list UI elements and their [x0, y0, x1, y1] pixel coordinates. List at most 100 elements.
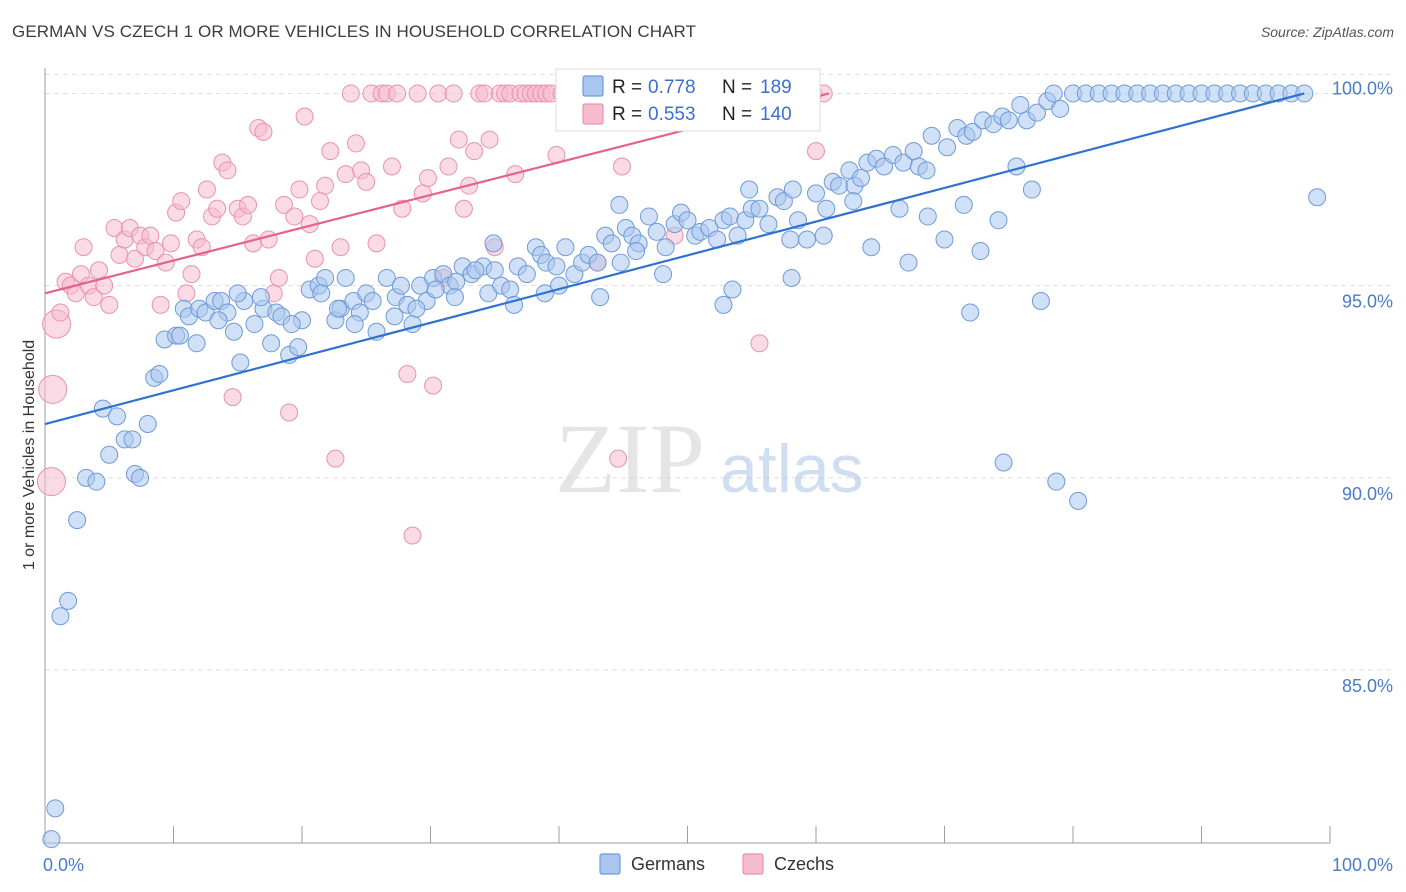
germans-point	[391, 276, 410, 295]
czechs-point	[151, 295, 170, 314]
czechs-point	[367, 234, 386, 253]
legend-top: R = 0.778 N = 189 R = 0.553 N = 140	[555, 68, 821, 132]
y-tick-labels: 85.0% 90.0% 95.0% 100.0%	[1332, 78, 1393, 696]
czechs-point	[208, 199, 227, 218]
germans-point	[904, 142, 923, 161]
germans-point	[611, 253, 630, 272]
germans-point	[654, 265, 673, 284]
germans-point	[123, 430, 142, 449]
czechs-point	[254, 122, 273, 141]
germans-point	[783, 180, 802, 199]
czechs-point	[172, 192, 191, 211]
czechs-point	[331, 238, 350, 257]
czechs-point	[182, 265, 201, 284]
germans-point	[426, 280, 445, 299]
germans-point	[656, 238, 675, 257]
germans-point	[231, 353, 250, 372]
germans-point	[87, 472, 106, 491]
y-axis-title: 1 or more Vehicles in Household	[21, 340, 38, 570]
germans-point	[228, 284, 247, 303]
y-tick-label: 95.0%	[1342, 292, 1393, 312]
czechs-point	[295, 107, 314, 126]
czechs-point	[161, 234, 180, 253]
germans-point	[445, 288, 464, 307]
czechs-point	[465, 142, 484, 161]
czechs-point	[408, 84, 427, 103]
germans-point	[1069, 491, 1088, 510]
czechs-point	[418, 169, 437, 188]
germans-point	[51, 607, 70, 626]
germans-point	[282, 315, 301, 334]
germans-point	[851, 169, 870, 188]
legend-bottom: Germans Czechs	[599, 853, 834, 875]
germans-point	[485, 261, 504, 280]
germans-point	[46, 799, 65, 818]
chart-title: GERMAN VS CZECH 1 OR MORE VEHICLES IN HO…	[12, 22, 697, 41]
y-tick-label: 100.0%	[1332, 78, 1393, 98]
germans-point	[994, 453, 1013, 472]
legend-czechs-swatch	[582, 103, 604, 125]
y-tick-label: 90.0%	[1342, 484, 1393, 504]
czechs-point	[316, 176, 335, 195]
germans-point	[807, 184, 825, 203]
germans-point	[750, 199, 769, 218]
czechs-point	[609, 449, 628, 468]
germans-point	[935, 230, 954, 249]
legend-germans-r-label: R =	[612, 77, 642, 98]
germans-trend-line	[44, 92, 1305, 426]
legend-czechs-r-label: R =	[612, 104, 642, 125]
legend-czechs-r-value: 0.553	[648, 104, 696, 125]
czechs-point	[269, 268, 288, 287]
germans-point	[447, 272, 466, 291]
germans-point	[862, 238, 881, 257]
germans-point	[556, 238, 575, 257]
czechs-point	[285, 207, 304, 226]
germans-point	[678, 211, 697, 230]
germans-point	[501, 280, 520, 299]
grid-lines	[45, 73, 1395, 671]
germans-point	[814, 226, 833, 245]
germans-point	[1044, 84, 1063, 103]
germans-point	[345, 315, 364, 334]
y-tick-label: 85.0%	[1342, 676, 1393, 696]
czechs-point	[382, 157, 401, 176]
legend-germans-n-value: 189	[760, 77, 792, 98]
czechs-point	[177, 284, 196, 303]
czechs-point	[439, 157, 458, 176]
germans-point	[798, 230, 817, 249]
germans-point	[781, 230, 800, 249]
germans-point	[971, 242, 990, 261]
germans-point	[1051, 99, 1070, 118]
czechs-point	[388, 84, 407, 103]
czechs-point	[444, 84, 463, 103]
legend-bottom-germans-swatch	[599, 853, 621, 875]
germans-point	[245, 315, 264, 334]
trend-lines	[44, 92, 1305, 426]
germans-point	[68, 511, 87, 530]
germans-point	[328, 299, 347, 318]
czechs-point	[398, 365, 417, 384]
czechs-point	[336, 165, 355, 184]
germans-point	[740, 180, 759, 199]
czechs-point	[125, 249, 144, 268]
chart-source: Source: ZipAtlas.com	[1260, 24, 1394, 40]
germans-point	[517, 265, 536, 284]
germans-point	[1022, 180, 1041, 199]
germans-point	[1047, 472, 1066, 491]
czechs-point	[449, 130, 468, 149]
germans-point	[954, 195, 973, 214]
germans-point	[150, 365, 169, 384]
czechs-point	[403, 526, 422, 545]
germans-point	[262, 334, 281, 353]
czechs-point	[326, 449, 345, 468]
czechs-point	[310, 192, 329, 211]
czechs-point	[290, 180, 309, 199]
germans-point	[899, 253, 918, 272]
germans-point	[963, 122, 982, 141]
czechs-point	[100, 295, 119, 314]
germans-point	[844, 192, 863, 211]
czechs-point	[424, 376, 443, 395]
germans-point	[917, 161, 936, 180]
germans-point	[1031, 292, 1050, 311]
germans-point	[1308, 188, 1327, 207]
